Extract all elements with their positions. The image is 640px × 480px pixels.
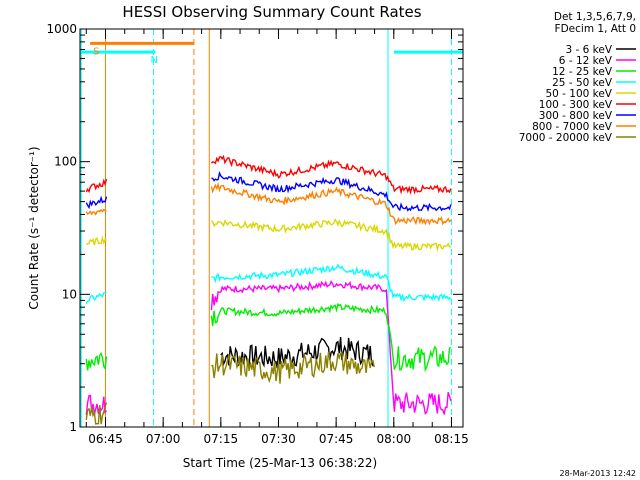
y-tick-label: 10: [62, 287, 77, 301]
y-tick-label: 1000: [46, 22, 77, 36]
y-tick-label: 1: [69, 420, 77, 434]
x-tick-label: 07:45: [319, 432, 354, 446]
flag-label: N: [151, 55, 158, 66]
y-axis-label: Count Rate (s⁻¹ detector⁻¹): [27, 146, 41, 309]
series-line: [210, 302, 452, 373]
legend-header-line: FDecim 1, Att 0: [555, 23, 636, 35]
x-axis: 06:45 07:00 07:15 07:30 07:45 08:00 08:15: [85, 29, 469, 446]
series-line: [210, 154, 452, 196]
series-line: [86, 235, 107, 246]
series-line: [85, 402, 108, 425]
series-line: [85, 178, 108, 194]
series-line: [220, 337, 375, 369]
series-line: [85, 394, 108, 416]
x-tick-label: 08:15: [434, 432, 469, 446]
series-line: [85, 291, 107, 305]
x-axis-label: Start Time (25-Mar-13 06:38:22): [183, 456, 377, 470]
x-tick-label: 07:00: [146, 432, 181, 446]
legend-entry-label: 300 - 800 keV: [539, 110, 613, 122]
chart-title: HESSI Observing Summary Count Rates: [122, 3, 421, 21]
series-line: [211, 350, 375, 384]
series-line: [85, 195, 108, 210]
series-line: [211, 170, 452, 212]
legend-entry-label: 12 - 25 keV: [552, 66, 613, 78]
x-tick-label: 08:00: [377, 432, 412, 446]
y-tick-label: 100: [54, 155, 77, 169]
series-line: [210, 218, 452, 252]
legend-entry-label: 6 - 12 keV: [559, 55, 613, 67]
plot-frame: [79, 28, 464, 428]
series-line: [85, 208, 107, 216]
series-line: [210, 280, 452, 415]
legend-entry-label: 50 - 100 keV: [545, 88, 612, 100]
timestamp: 28-Mar-2013 12:42: [560, 469, 637, 478]
legend-entry-label: 100 - 300 keV: [539, 99, 613, 111]
legend-entry-label: 25 - 50 keV: [552, 77, 613, 89]
plot-area: SN: [80, 29, 463, 427]
legend-entry-label: 800 - 7000 keV: [532, 121, 613, 133]
series-line: [211, 263, 452, 303]
x-tick-label: 06:45: [88, 432, 123, 446]
legend-entry-label: 7000 - 20000 keV: [519, 132, 613, 144]
series-line: [210, 182, 452, 226]
legend-header-line: Det 1,3,5,6,7,9,: [554, 11, 636, 23]
y-axis: 1 10 100 1000: [46, 22, 463, 434]
x-tick-label: 07:15: [204, 432, 239, 446]
legend-entry-label: 3 - 6 keV: [565, 44, 612, 56]
x-tick-label: 07:30: [261, 432, 296, 446]
flag-label: S: [93, 46, 99, 57]
series-line: [85, 351, 108, 371]
